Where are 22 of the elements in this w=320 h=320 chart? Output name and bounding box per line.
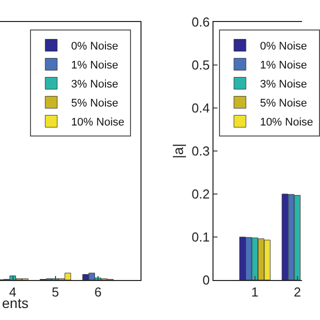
x-tick-label: 6 xyxy=(94,284,102,300)
y-tick-label: 0.6 xyxy=(192,14,210,30)
x-tick-label: 1 xyxy=(251,284,259,300)
y-tick-label: 0.2 xyxy=(192,186,210,202)
legend-label: 5% Noise xyxy=(71,98,118,110)
y-tick-label: 0.5 xyxy=(192,58,210,73)
y-tick-label: 0.4 xyxy=(192,100,210,116)
x-tick-label: 5 xyxy=(52,284,60,300)
legend-label: 1% Noise xyxy=(71,60,118,72)
legend-label: 10% Noise xyxy=(71,116,124,129)
legend-label: 0% Noise xyxy=(260,40,308,53)
y-tick-label: 0.1 xyxy=(192,230,210,245)
y-tick-label: 0 xyxy=(202,272,210,288)
legend-label: 3% Noise xyxy=(71,78,118,91)
y-axis-title: |a| xyxy=(170,143,186,159)
legend-label: 5% Noise xyxy=(260,98,308,110)
legend-label: 1% Noise xyxy=(260,60,308,72)
legend-label: 0% Noise xyxy=(71,40,118,53)
y-tick-label: 0.3 xyxy=(192,144,210,159)
x-tick-label: 2 xyxy=(294,284,301,300)
legend-label: 3% Noise xyxy=(260,78,308,91)
legend-label: 10% Noise xyxy=(260,116,314,129)
